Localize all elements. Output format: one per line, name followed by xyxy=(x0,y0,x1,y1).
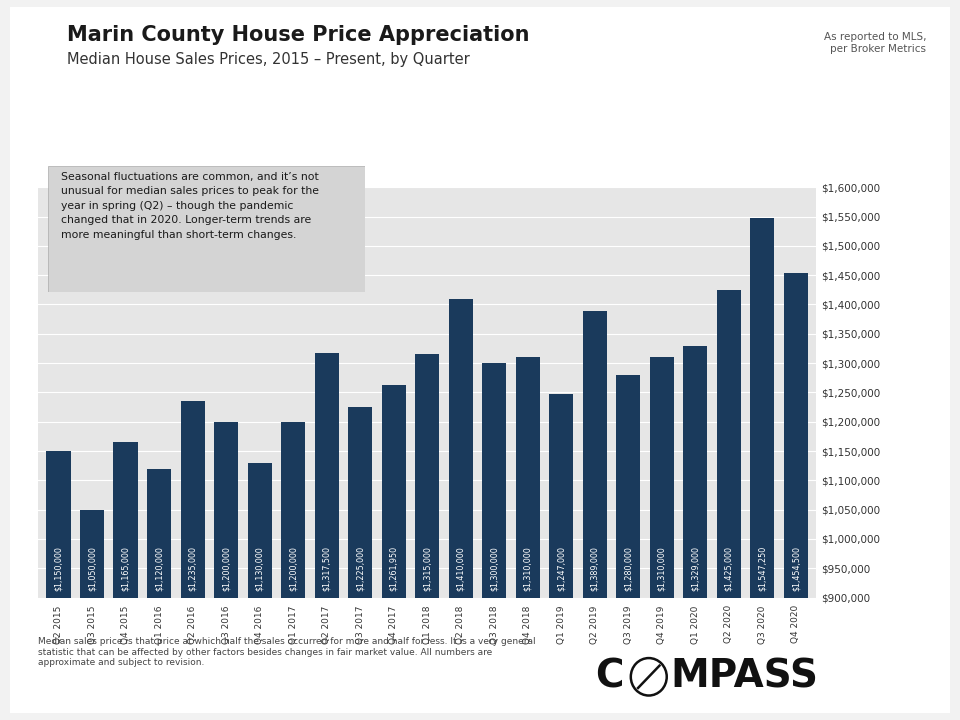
Text: Median sales price is that price at which half the sales occurred for more and h: Median sales price is that price at whic… xyxy=(38,637,536,667)
Text: MPASS: MPASS xyxy=(670,658,819,696)
Text: Seasonal fluctuations are common, and it’s not
unusual for median sales prices t: Seasonal fluctuations are common, and it… xyxy=(60,172,319,240)
Bar xyxy=(751,218,775,720)
Text: $1,389,000: $1,389,000 xyxy=(590,546,599,590)
Text: $1,310,000: $1,310,000 xyxy=(523,546,532,590)
Text: $1,317,500: $1,317,500 xyxy=(323,546,331,590)
Text: $1,425,000: $1,425,000 xyxy=(725,546,733,590)
Bar xyxy=(348,407,372,720)
Bar xyxy=(180,401,204,720)
Text: $1,225,000: $1,225,000 xyxy=(355,546,365,590)
Text: $1,050,000: $1,050,000 xyxy=(87,546,97,590)
Text: $1,235,000: $1,235,000 xyxy=(188,546,197,590)
Bar xyxy=(717,289,741,720)
Bar xyxy=(616,375,640,720)
Text: $1,165,000: $1,165,000 xyxy=(121,546,130,590)
Bar xyxy=(248,463,272,720)
Text: As reported to MLS,
per Broker Metrics: As reported to MLS, per Broker Metrics xyxy=(824,32,926,54)
Text: $1,280,000: $1,280,000 xyxy=(624,546,633,590)
Bar xyxy=(650,357,674,720)
Bar xyxy=(214,422,238,720)
Text: $1,261,950: $1,261,950 xyxy=(389,546,398,590)
Text: Median House Sales Prices, 2015 – Present, by Quarter: Median House Sales Prices, 2015 – Presen… xyxy=(67,52,470,67)
Bar xyxy=(382,385,406,720)
Text: $1,200,000: $1,200,000 xyxy=(289,546,298,590)
Text: $1,310,000: $1,310,000 xyxy=(658,546,666,590)
Bar xyxy=(315,353,339,720)
Text: $1,247,000: $1,247,000 xyxy=(557,546,565,590)
Text: $1,150,000: $1,150,000 xyxy=(54,546,63,590)
Bar xyxy=(46,451,71,720)
Bar xyxy=(549,394,573,720)
Bar xyxy=(113,442,137,720)
Text: $1,547,250: $1,547,250 xyxy=(757,545,767,590)
Bar xyxy=(448,299,472,720)
Text: $1,410,000: $1,410,000 xyxy=(456,546,466,590)
Bar xyxy=(281,422,305,720)
Bar xyxy=(482,363,506,720)
Bar xyxy=(80,510,104,720)
Text: $1,329,000: $1,329,000 xyxy=(691,546,700,590)
Bar xyxy=(583,311,607,720)
Bar xyxy=(516,357,540,720)
Bar xyxy=(147,469,171,720)
Text: $1,315,000: $1,315,000 xyxy=(422,546,432,590)
Bar xyxy=(684,346,708,720)
Text: $1,130,000: $1,130,000 xyxy=(255,546,264,590)
Text: $1,200,000: $1,200,000 xyxy=(222,546,230,590)
Text: C: C xyxy=(595,658,624,696)
FancyBboxPatch shape xyxy=(48,166,365,292)
Text: $1,120,000: $1,120,000 xyxy=(155,546,163,590)
Text: $1,454,500: $1,454,500 xyxy=(791,546,801,590)
Bar xyxy=(415,354,440,720)
Bar xyxy=(783,272,808,720)
Text: Marin County House Price Appreciation: Marin County House Price Appreciation xyxy=(67,25,530,45)
Text: $1,300,000: $1,300,000 xyxy=(490,546,499,590)
